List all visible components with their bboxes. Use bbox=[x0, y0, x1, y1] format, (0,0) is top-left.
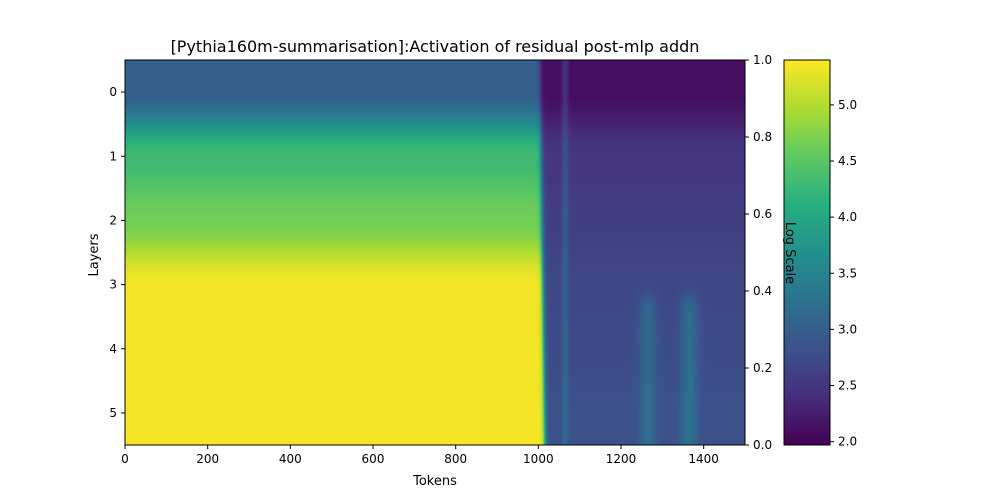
x-tick-label: 600 bbox=[362, 452, 385, 466]
chart-title: [Pythia160m-summarisation]:Activation of… bbox=[171, 37, 700, 56]
y-tick-label: 5 bbox=[109, 406, 117, 420]
twin-tick-label: 0.6 bbox=[753, 207, 772, 221]
twin-tick-label: 0.4 bbox=[753, 284, 772, 298]
colorbar-tick-label: 5.0 bbox=[838, 98, 857, 112]
x-tick-label: 0 bbox=[121, 452, 129, 466]
twin-tick-label: 0.0 bbox=[753, 438, 772, 452]
colorbar-label: Log Scale bbox=[782, 222, 797, 284]
x-tick-label: 800 bbox=[444, 452, 467, 466]
colorbar-tick-label: 4.5 bbox=[838, 154, 857, 168]
y-tick-label: 2 bbox=[109, 213, 117, 227]
y-tick-label: 4 bbox=[109, 342, 117, 356]
y-tick-label: 1 bbox=[109, 149, 117, 163]
twin-tick-label: 0.2 bbox=[753, 361, 772, 375]
colorbar-tick-label: 3.0 bbox=[838, 322, 857, 336]
x-tick-label: 1000 bbox=[523, 452, 554, 466]
x-tick-label: 1200 bbox=[606, 452, 637, 466]
plot-frame bbox=[124, 59, 746, 446]
twin-tick-label: 1.0 bbox=[753, 53, 772, 67]
x-tick-label: 400 bbox=[279, 452, 302, 466]
y-axis-ticks: 0 1 2 3 4 5 bbox=[109, 85, 125, 420]
y-tick-label: 3 bbox=[109, 278, 117, 292]
colorbar-tick-label: 3.5 bbox=[838, 266, 857, 280]
twin-tick-label: 0.8 bbox=[753, 130, 772, 144]
x-axis-ticks: 0 200 400 600 800 1000 1200 1400 bbox=[121, 445, 719, 466]
x-tick-label: 1400 bbox=[688, 452, 719, 466]
colorbar-tick-label: 4.0 bbox=[838, 210, 857, 224]
y-tick-label: 0 bbox=[109, 85, 117, 99]
colorbar-ticks: 2.0 2.5 3.0 3.5 4.0 4.5 5.0 bbox=[830, 98, 857, 449]
y-axis-label: Layers bbox=[87, 233, 102, 276]
colorbar bbox=[783, 59, 831, 446]
twin-axis-ticks: 0.0 0.2 0.4 0.6 0.8 1.0 bbox=[745, 53, 772, 452]
x-tick-label: 200 bbox=[196, 452, 219, 466]
colorbar-tick-label: 2.0 bbox=[838, 435, 857, 449]
heatmap-image bbox=[125, 60, 745, 445]
x-axis-label: Tokens bbox=[412, 474, 457, 489]
colorbar-tick-label: 2.5 bbox=[838, 379, 857, 393]
